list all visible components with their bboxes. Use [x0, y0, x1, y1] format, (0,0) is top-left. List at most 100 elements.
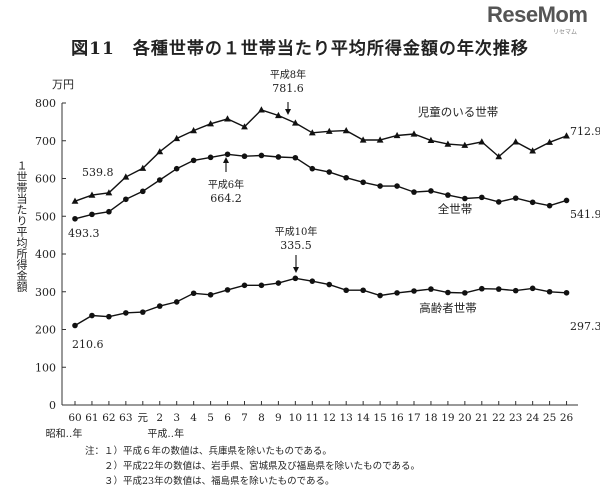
x-tick-label: 20: [458, 412, 471, 424]
data-point-circle: [207, 291, 214, 298]
data-point-circle: [377, 292, 383, 299]
annotation-label: 664.2: [210, 192, 242, 205]
x-tick-label: 23: [509, 412, 522, 424]
data-point-triangle: [359, 136, 367, 143]
resemom-logo-subtitle: リセマム: [553, 29, 578, 36]
data-point-circle: [140, 309, 146, 315]
data-point-circle: [411, 189, 417, 195]
data-point-circle: [89, 211, 95, 218]
data-point-circle: [563, 289, 570, 296]
data-point-circle: [224, 151, 231, 158]
x-tick-label: 26: [560, 412, 574, 424]
data-point-triangle: [461, 141, 469, 148]
data-point-triangle: [88, 191, 96, 198]
x-tick-label: 2: [156, 412, 163, 424]
y-tick-label: 700: [35, 135, 56, 148]
data-point-circle: [546, 288, 553, 295]
x-tick-label: 元: [138, 412, 149, 424]
data-point-triangle: [444, 140, 452, 147]
x-tick-label: 22: [492, 412, 505, 424]
data-point-circle: [241, 282, 248, 289]
x-tick-label: 16: [390, 412, 404, 424]
data-point-circle: [275, 154, 282, 160]
data-point-triangle: [224, 115, 231, 122]
data-point-triangle: [122, 173, 130, 180]
x-tick-label: 15: [373, 412, 386, 424]
y-tick-label: 600: [35, 173, 56, 186]
x-tick-label: 19: [441, 412, 454, 424]
resemom-logo: ReseMom: [487, 2, 588, 27]
data-point-triangle: [207, 120, 214, 127]
annotation-label: 297.3: [570, 320, 600, 333]
data-point-circle: [123, 310, 129, 316]
x-tick-label: 5: [207, 412, 214, 424]
data-point-circle: [529, 285, 536, 292]
data-point-triangle: [258, 106, 265, 113]
annotation-label: 712.9: [570, 125, 600, 138]
x-tick-label: 25: [543, 412, 556, 424]
data-point-triangle: [495, 153, 503, 160]
data-point-circle: [411, 288, 417, 294]
x-tick-label: 14: [356, 412, 370, 424]
data-point-triangle: [71, 197, 79, 204]
data-point-circle: [156, 177, 163, 183]
x-tick-label: 63: [119, 412, 132, 424]
x-tick-label: 21: [475, 412, 488, 424]
data-point-circle: [140, 188, 146, 195]
x-tick-label: 3: [173, 412, 180, 424]
annotation-label: 平成8年: [270, 68, 306, 81]
data-point-circle: [89, 312, 95, 319]
data-point-circle: [224, 287, 231, 293]
data-point-circle: [546, 202, 553, 209]
data-point-circle: [445, 192, 451, 198]
annotation-label: 平成10年: [275, 225, 318, 238]
y-tick-label: 200: [35, 324, 56, 337]
data-point-circle: [495, 286, 502, 292]
y-tick-label: 300: [35, 286, 56, 299]
data-point-triangle: [241, 123, 248, 130]
data-point-circle: [309, 278, 316, 284]
data-point-circle: [462, 195, 468, 202]
x-tick-label: 60: [68, 412, 81, 424]
data-point-circle: [207, 154, 214, 161]
data-point-triangle: [275, 111, 282, 119]
data-point-triangle: [292, 119, 299, 126]
annotation-label: 541.9: [570, 208, 600, 221]
data-point-circle: [156, 303, 163, 309]
x-tick-label: 18: [424, 412, 437, 424]
footnote-3: ３）平成23年の数値は、福島県を除いたものである。: [85, 476, 335, 487]
data-point-circle: [360, 179, 366, 186]
data-point-triangle: [190, 127, 197, 134]
y-tick-label: 0: [49, 399, 56, 412]
data-point-circle: [106, 313, 112, 320]
y-tick-label: 800: [35, 97, 56, 110]
y-axis-label: １世帯当たり平均所得金額: [15, 160, 28, 292]
annotation-arrowhead: [223, 157, 229, 163]
data-point-circle: [563, 197, 570, 204]
data-point-circle: [377, 183, 383, 189]
y-tick-label: 500: [35, 210, 56, 223]
x-tick-label: 13: [340, 412, 353, 424]
data-point-triangle: [325, 127, 333, 134]
y-tick-label: 100: [35, 361, 56, 374]
data-point-circle: [445, 289, 451, 296]
data-point-circle: [529, 199, 536, 206]
x-tick-label: 61: [85, 412, 98, 424]
data-point-circle: [512, 195, 519, 201]
y-tick-label: 400: [35, 248, 56, 261]
x-tick-label: 8: [258, 412, 265, 424]
annotation-label: 平成6年: [208, 178, 244, 191]
series-label-1: 全世帯: [438, 202, 473, 216]
data-point-triangle: [342, 127, 350, 134]
data-point-circle: [512, 287, 519, 294]
series-line-1: [74, 153, 567, 220]
x-tick-label: 4: [190, 412, 197, 424]
annotation-label: 335.5: [280, 239, 312, 252]
data-point-circle: [462, 290, 468, 296]
data-point-triangle: [529, 147, 536, 154]
data-point-circle: [292, 154, 299, 161]
x-tick-label: 62: [102, 412, 115, 424]
data-point-circle: [326, 169, 333, 175]
data-point-circle: [479, 285, 485, 292]
